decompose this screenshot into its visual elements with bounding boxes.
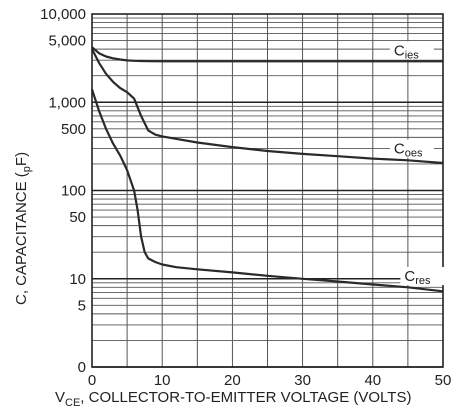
y-tick-label: 1,000 xyxy=(48,94,86,111)
y-tick-label: 10,000 xyxy=(40,6,86,23)
x-tick-label: 0 xyxy=(88,372,96,389)
y-tick-label: 10 xyxy=(69,271,86,288)
x-tick-label: 50 xyxy=(435,372,452,389)
x-tick-label: 10 xyxy=(154,372,171,389)
y-tick-label: 5 xyxy=(78,297,86,314)
series-group xyxy=(90,46,444,293)
y-tick-labels: 0 5 10 50 100 500 1,000 5,000 10,000 xyxy=(40,6,86,376)
series-label-cres: Cres xyxy=(404,268,431,287)
series-line-cres xyxy=(90,89,444,293)
x-tick-label: 20 xyxy=(224,372,241,389)
series-line-coes xyxy=(91,48,444,165)
y-tick-label: 500 xyxy=(61,121,86,138)
y-tick-label: 5,000 xyxy=(48,33,86,50)
x-tick-label: 40 xyxy=(364,372,381,389)
series-labels: Cies Coes Cres xyxy=(389,41,445,287)
y-axis-title: C, CAPACITANCE (pF) xyxy=(13,152,33,305)
series-label-bg xyxy=(389,41,434,60)
y-tick-label: 0 xyxy=(78,359,86,376)
plot-frame xyxy=(91,13,444,368)
y-tick-label: 100 xyxy=(61,183,86,200)
x-tick-labels: 0 10 20 30 40 50 xyxy=(88,372,452,389)
series-label-bg xyxy=(389,139,434,158)
series-line-cies xyxy=(91,46,443,63)
x-axis-title: VCE, COLLECTOR-TO-EMITTER VOLTAGE (VOLTS… xyxy=(55,389,411,409)
series-label-coes: Coes xyxy=(394,141,423,160)
series-label-bg xyxy=(400,267,445,286)
x-tick-label: 30 xyxy=(294,372,311,389)
y-tick-label: 50 xyxy=(69,209,86,226)
grid xyxy=(91,14,444,368)
series-label-cies: Cies xyxy=(394,42,419,61)
